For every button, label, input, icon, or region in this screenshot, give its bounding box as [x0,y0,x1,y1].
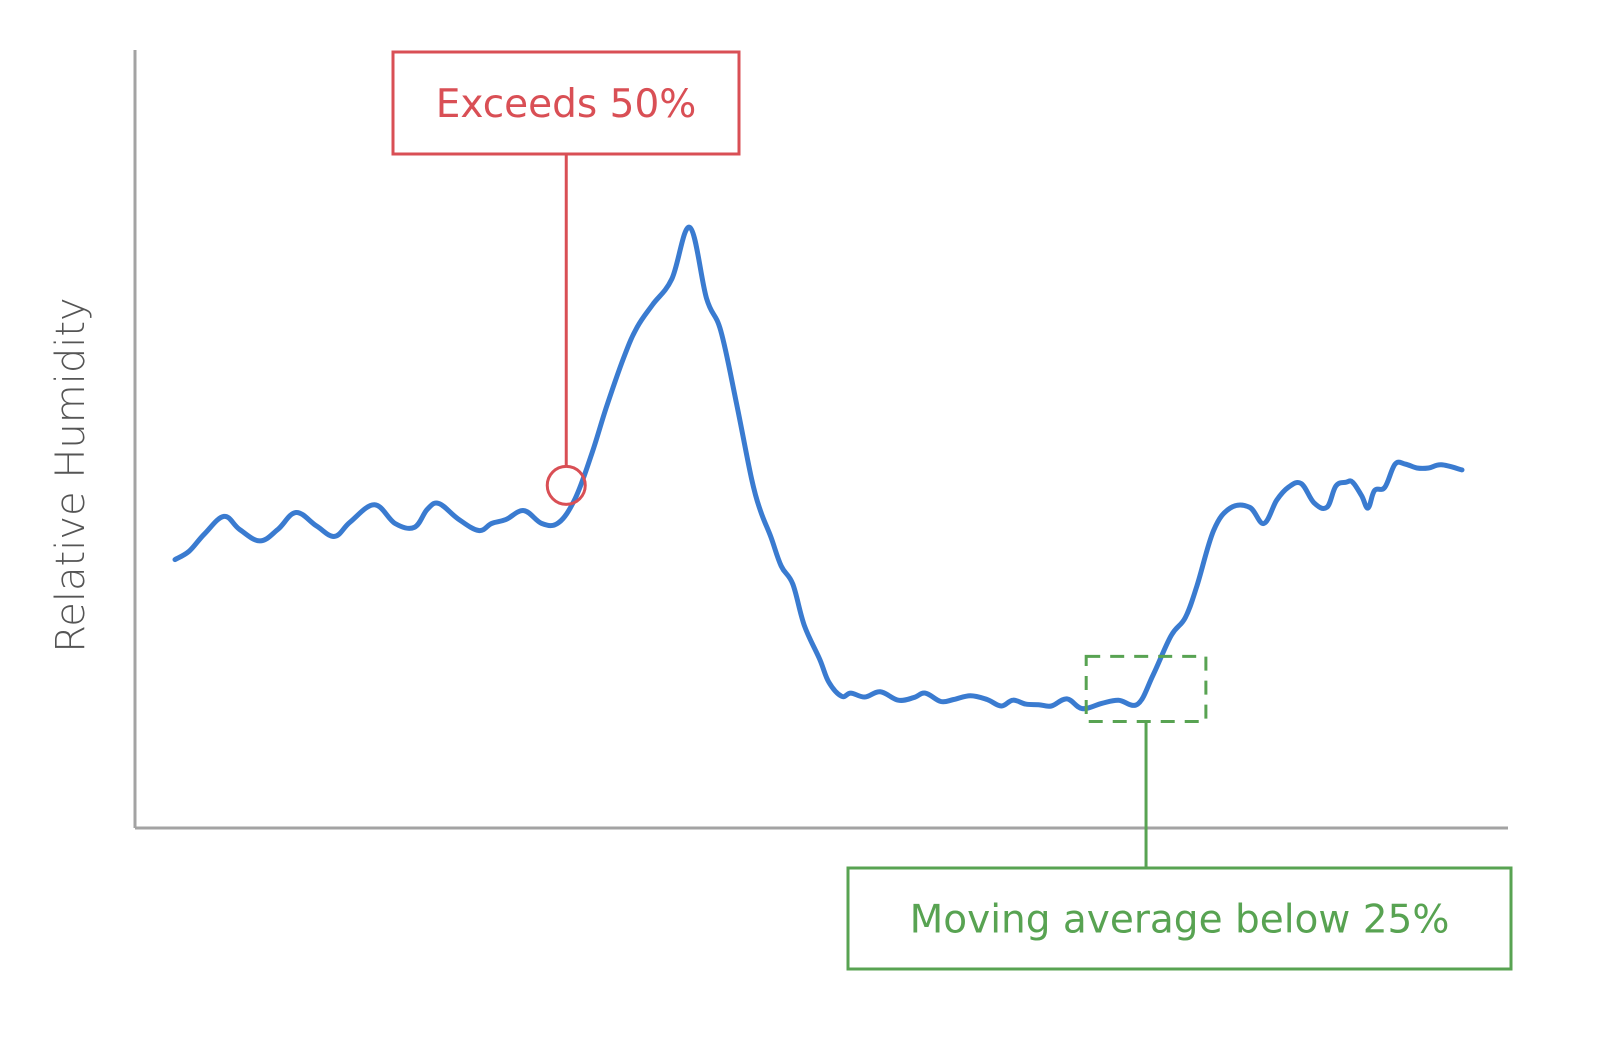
annotation-threshold: Exceeds 50% [391,50,741,506]
series-layer [172,224,1465,712]
average-callout-box [846,866,1513,971]
series-line-0 [172,224,1465,712]
average-callout-text: Moving average below 25% [910,898,1450,943]
y-axis-label: Relative Humidity [48,297,94,652]
annotation-layer: Exceeds 50% Moving average below 25% [391,50,1513,971]
annotation-average: Moving average below 25% [846,654,1513,971]
threshold-callout-box [391,50,741,156]
threshold-crossing-marker [545,464,587,506]
threshold-callout-text: Exceeds 50% [436,82,697,127]
